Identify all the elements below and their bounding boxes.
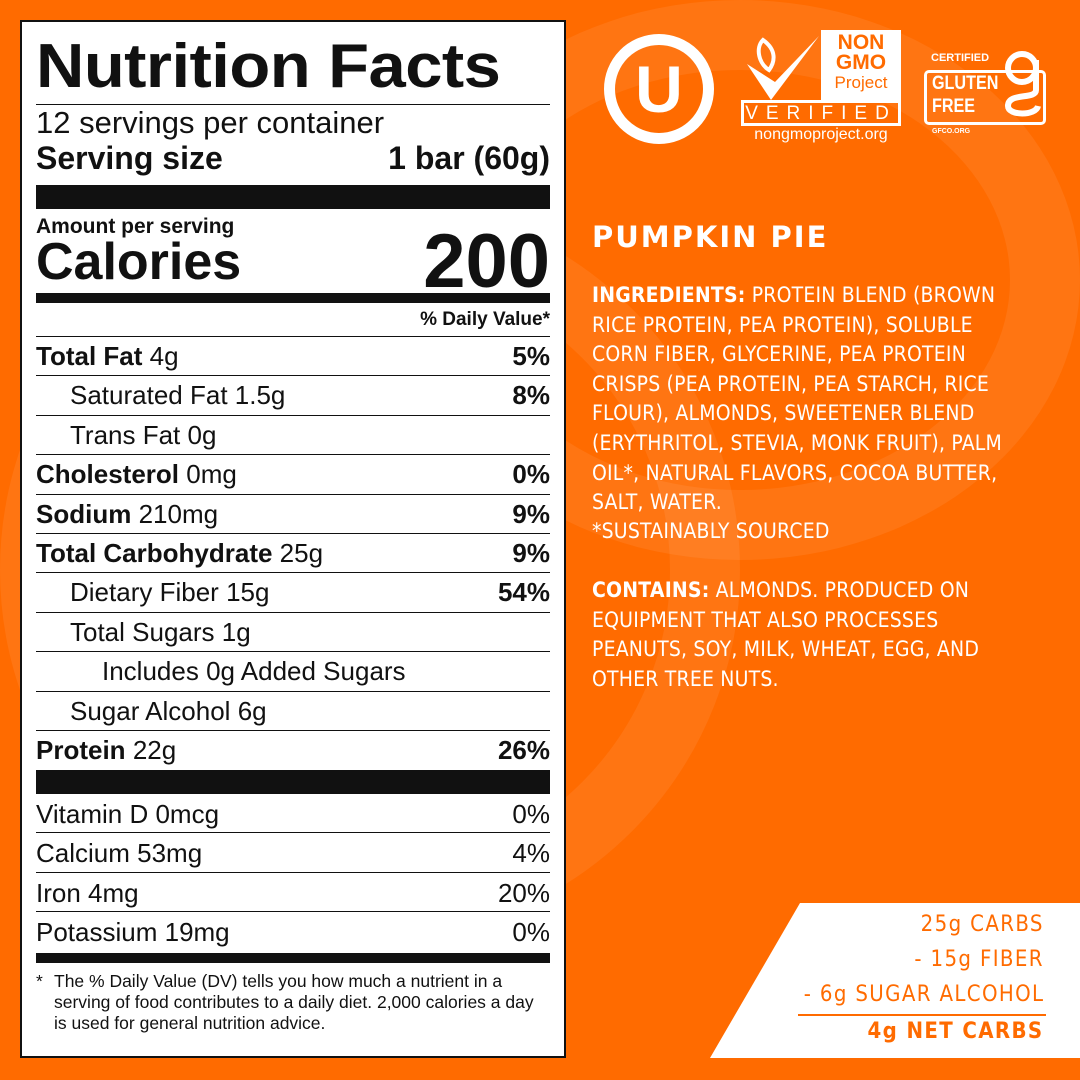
- footnote: * The % Daily Value (DV) tells you how mu…: [36, 953, 550, 1034]
- calories-value: 200: [423, 219, 550, 304]
- vitamin-row: Potassium 19mg 0%: [36, 912, 550, 951]
- nutrient-dv: 9%: [512, 537, 550, 568]
- net-carbs-line: - 6g SUGAR ALCOHOL: [803, 982, 1044, 1007]
- nutrient-name: Saturated Fat 1.5g: [70, 380, 286, 411]
- nutrient-dv: 9%: [512, 498, 550, 529]
- amount-per-serving: Amount per serving: [36, 215, 235, 238]
- nutrition-facts-label: Nutrition Facts 12 servings per containe…: [20, 20, 566, 1058]
- certified-gluten-free-logo: CERTIFIED GLUTEN FREE GFCO.ORG: [924, 50, 1054, 135]
- nutrient-name: Trans Fat 0g: [70, 419, 217, 450]
- net-carbs-line: 25g CARBS: [920, 912, 1044, 937]
- allergen-contains: CONTAINS: ALMONDS. PRODUCED ON EQUIPMENT…: [592, 578, 980, 691]
- g-swirl-icon: [1004, 51, 1041, 117]
- nutrient-dv: 26%: [497, 734, 550, 765]
- net-carbs-divider: [798, 1014, 1046, 1016]
- non-gmo-verified-logo: NON GMO Project VERIFIED nongmoproject.o…: [741, 30, 901, 145]
- sustainably-sourced-note: *SUSTAINABLY SOURCED: [592, 519, 830, 543]
- vitamin-dv: 0%: [512, 916, 550, 947]
- nutrient-row: Trans Fat 0g: [36, 416, 550, 456]
- nutrient-name: Dietary Fiber 15g: [70, 577, 270, 608]
- nutrient-row: Total Sugars 1g: [36, 613, 550, 653]
- vitamin-name: Iron 4mg: [36, 877, 139, 908]
- nutrient-dv: 0%: [512, 459, 550, 490]
- nutrient-dv: 5%: [512, 341, 550, 371]
- calories: Calories 200: [36, 219, 550, 304]
- nutrient-row: Total Carbohydrate 25g 9%: [36, 534, 550, 574]
- nutrient-name: Total Carbohydrate 25g: [36, 537, 324, 568]
- nutrient-row: Dietary Fiber 15g 54%: [36, 573, 550, 613]
- nutrient-row: Cholesterol 0mg 0%: [36, 455, 550, 495]
- calories-label: Calories: [36, 233, 242, 291]
- nutrient-row: Sodium 210mg 9%: [36, 495, 550, 534]
- nutrient-row: Saturated Fat 1.5g 8%: [36, 376, 550, 416]
- nutrient-name: Cholesterol 0mg: [36, 459, 237, 490]
- nutrient-dv: 8%: [512, 380, 550, 411]
- serving-size-label: Serving size: [36, 140, 223, 176]
- vitamin-dv: 20%: [497, 877, 550, 908]
- nutrient-row: Total Fat 4g 5%: [36, 337, 550, 377]
- nutrient-dv: 54%: [497, 577, 550, 608]
- nutrient-name: Protein 22g: [36, 734, 177, 765]
- kosher-u-logo: U: [604, 34, 714, 144]
- nutrient-name: Sugar Alcohol 6g: [70, 695, 267, 726]
- nutrient-name: Total Fat 4g: [36, 341, 179, 371]
- net-carbs-line: - 15g FIBER: [914, 947, 1044, 972]
- daily-value-header: % Daily Value*: [36, 303, 550, 337]
- vitamin-row: Vitamin D 0mcg 0%: [36, 794, 550, 834]
- serving-size: Serving size 1 bar (60g): [36, 141, 550, 175]
- vitamin-name: Potassium 19mg: [36, 916, 230, 947]
- nutrient-row: Includes 0g Added Sugars: [36, 652, 550, 692]
- vitamin-dv: 4%: [512, 838, 550, 869]
- nutrient-name: Total Sugars 1g: [70, 616, 251, 647]
- vitamin-name: Calcium 53mg: [36, 838, 203, 869]
- butterfly-check-icon: [747, 36, 819, 100]
- vitamin-row: Calcium 53mg 4%: [36, 833, 550, 873]
- nutrient-row: Protein 22g 26%: [36, 731, 550, 770]
- vitamin-row: Iron 4mg 20%: [36, 873, 550, 912]
- nutrient-row: Sugar Alcohol 6g: [36, 692, 550, 731]
- net-carbs-result: 4g NET CARBS: [868, 1019, 1044, 1044]
- ingredients: INGREDIENTS: PROTEIN BLEND (BROWN RICE P…: [592, 283, 1003, 515]
- vitamin-dv: 0%: [512, 799, 550, 830]
- nutrient-name: Includes 0g Added Sugars: [102, 656, 406, 687]
- label-title: Nutrition Facts: [36, 32, 501, 101]
- flavor-name: PUMPKIN PIE: [592, 220, 829, 254]
- nutrient-name: Sodium 210mg: [36, 498, 219, 529]
- vitamin-name: Vitamin D 0mcg: [36, 799, 220, 830]
- serving-size-value: 1 bar (60g): [388, 140, 550, 176]
- servings-per-container: 12 servings per container: [36, 105, 385, 140]
